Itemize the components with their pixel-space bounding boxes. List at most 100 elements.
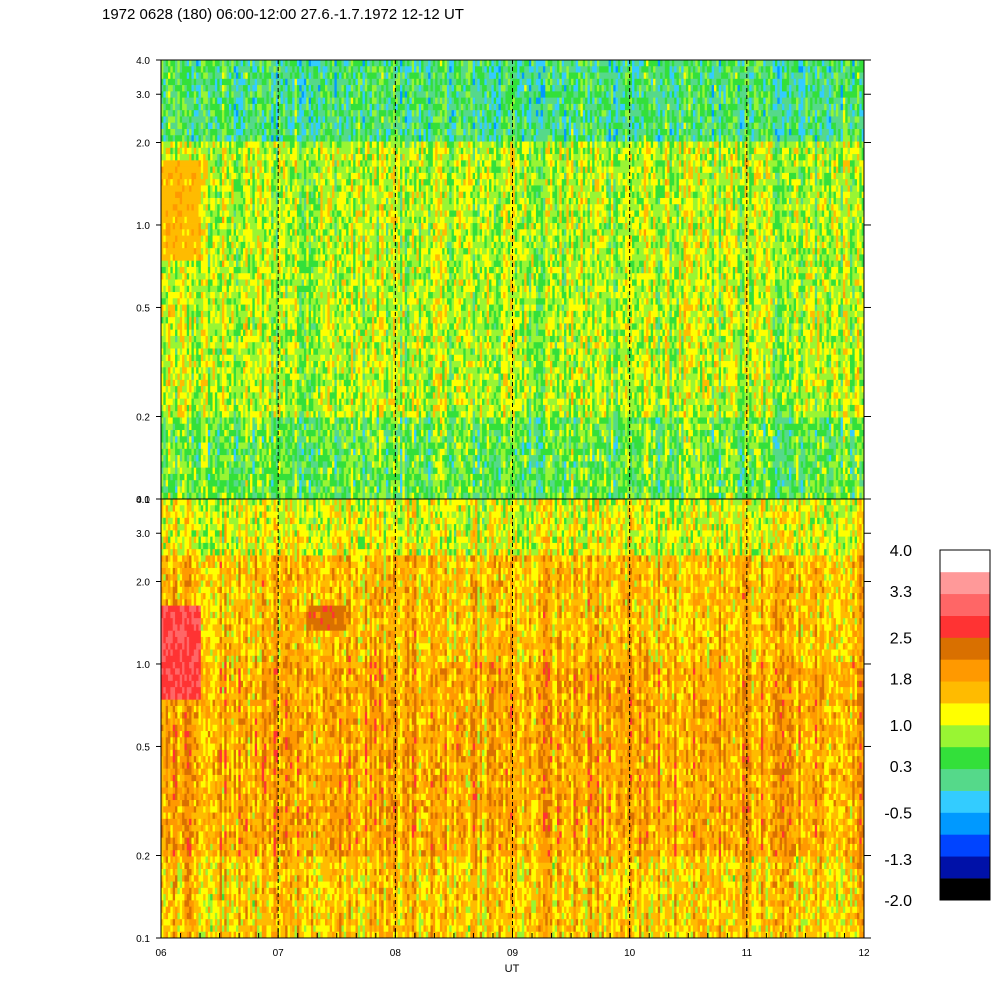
heatmap-cell [243, 91, 246, 99]
heatmap-cell [545, 141, 549, 149]
heatmap-cell [432, 191, 436, 199]
heatmap-cell [198, 91, 202, 99]
heatmap-cell [739, 191, 745, 199]
heatmap-cell [554, 135, 565, 142]
heatmap-cell [496, 103, 499, 111]
heatmap-cell [711, 191, 715, 199]
heatmap-cell [744, 185, 748, 193]
heatmap-cell [214, 141, 218, 149]
heatmap-cell [526, 160, 530, 168]
heatmap-cell [475, 60, 478, 67]
heatmap-cell [310, 60, 321, 67]
heatmap-cell [378, 103, 382, 111]
heatmap-cell [446, 185, 450, 193]
heatmap-cell [845, 60, 851, 67]
heatmap-cell [552, 128, 556, 136]
heatmap-cell [203, 110, 206, 117]
heatmap-cell [521, 60, 525, 67]
heatmap-cell [571, 97, 574, 105]
heatmap-cell [732, 166, 736, 174]
heatmap-cell [196, 147, 199, 155]
heatmap-cell [732, 110, 741, 117]
heatmap-cell [453, 60, 457, 67]
heatmap-cell [669, 135, 673, 142]
heatmap-cell [505, 141, 509, 149]
heatmap-cell [512, 103, 520, 111]
heatmap-cell [182, 116, 190, 124]
heatmap-cell [758, 160, 762, 168]
heatmap-cell [770, 191, 774, 199]
heatmap-cell [479, 122, 483, 130]
heatmap-cell [301, 172, 305, 180]
heatmap-cell [524, 91, 530, 99]
heatmap-cell [301, 85, 305, 92]
heatmap-cell [669, 91, 673, 99]
heatmap-cell [524, 172, 527, 180]
heatmap-cell [264, 122, 272, 130]
heatmap-cell [608, 122, 612, 130]
heatmap-cell [360, 116, 363, 124]
heatmap-cell [561, 185, 565, 193]
heatmap-cell [528, 85, 532, 92]
heatmap-cell [594, 147, 598, 155]
heatmap-cell [165, 110, 169, 117]
heatmap-cell [812, 91, 820, 99]
heatmap-cell [552, 147, 556, 155]
heatmap-cell [343, 66, 347, 73]
heatmap-cell [531, 97, 534, 105]
heatmap-cell [261, 122, 265, 130]
heatmap-cell [364, 135, 368, 142]
heatmap-cell [592, 60, 595, 67]
heatmap-cell [395, 147, 399, 155]
heatmap-cell [453, 110, 457, 117]
heatmap-cell [507, 191, 511, 199]
heatmap-cell [493, 172, 497, 180]
heatmap-cell [442, 179, 445, 186]
heatmap-cell [224, 85, 228, 92]
heatmap-cell [646, 147, 652, 155]
heatmap-cell [493, 128, 497, 136]
heatmap-cell [390, 166, 394, 174]
heatmap-cell [428, 122, 431, 130]
heatmap-cell [266, 135, 270, 142]
heatmap-cell [390, 160, 396, 168]
heatmap-cell [845, 103, 848, 111]
heatmap-cell [343, 91, 347, 99]
heatmap-cell [371, 160, 377, 168]
heatmap-cell [521, 179, 525, 186]
heatmap-cell [252, 110, 256, 117]
heatmap-cell [238, 160, 244, 168]
heatmap-cell [632, 185, 635, 193]
heatmap-cell [805, 147, 809, 155]
heatmap-cell [247, 147, 251, 155]
heatmap-cell [547, 160, 551, 168]
heatmap-cell [252, 172, 256, 180]
heatmap-cell [374, 122, 382, 130]
heatmap-cell [414, 179, 417, 186]
heatmap-cell [800, 135, 804, 142]
heatmap-cell [161, 66, 164, 73]
heatmap-cell [772, 116, 778, 124]
heatmap-cell [861, 91, 864, 99]
heatmap-cell [573, 85, 579, 92]
heatmap-cell [228, 91, 232, 99]
heatmap-cell [170, 91, 178, 99]
heatmap-cell [842, 147, 848, 155]
heatmap-cell [486, 110, 492, 117]
heatmap-cell [685, 110, 689, 117]
heatmap-cell [849, 160, 856, 168]
heatmap-cell [308, 160, 312, 168]
heatmap-cell [826, 110, 830, 117]
heatmap-cell [395, 135, 399, 142]
heatmap-cell [371, 60, 375, 67]
heatmap-cell [437, 91, 441, 99]
heatmap-cell [477, 172, 481, 180]
heatmap-cell [477, 110, 481, 117]
heatmap-cell [360, 166, 363, 174]
heatmap-cell [498, 116, 502, 124]
heatmap-cell [777, 60, 781, 67]
heatmap-cell [355, 122, 359, 130]
heatmap-cell [341, 85, 345, 92]
heatmap-cell [292, 78, 295, 86]
heatmap-cell [746, 160, 750, 168]
